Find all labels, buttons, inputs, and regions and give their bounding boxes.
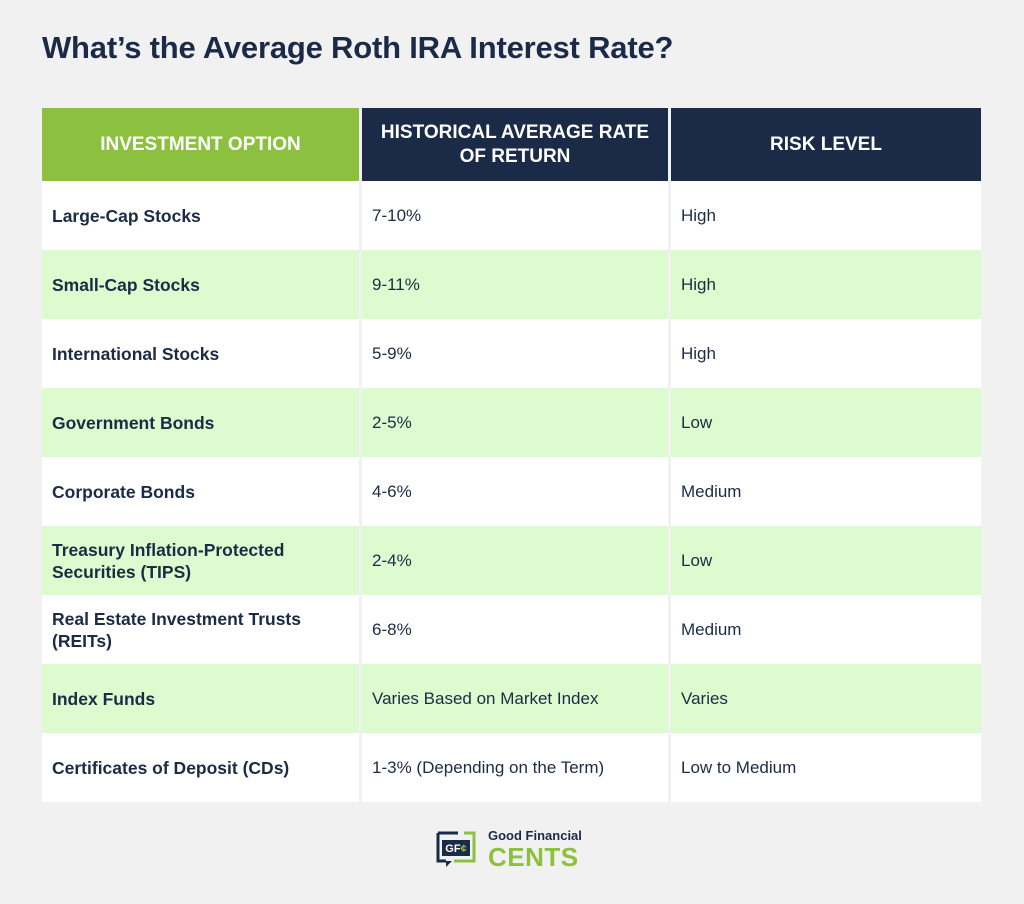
table-row: Treasury Inflation-Protected Securities … [42,526,981,595]
table-row: International Stocks 5-9% High [42,319,981,388]
cell-investment-option: Certificates of Deposit (CDs) [42,733,362,802]
gfc-logo-icon: GF¢ [436,831,476,867]
cell-return: 2-4% [362,526,671,595]
cell-risk: High [671,250,981,319]
cell-risk: Medium [671,457,981,526]
table-row: Corporate Bonds 4-6% Medium [42,457,981,526]
cell-return: 2-5% [362,388,671,457]
cell-risk: High [671,319,981,388]
table-row: Government Bonds 2-5% Low [42,388,981,457]
table-row: Index Funds Varies Based on Market Index… [42,664,981,733]
cell-risk: High [671,181,981,250]
cell-investment-option: International Stocks [42,319,362,388]
header-investment-option: INVESTMENT OPTION [42,108,362,181]
svg-text:GF¢: GF¢ [445,843,466,855]
page-title: What’s the Average Roth IRA Interest Rat… [42,30,674,65]
table-row: Real Estate Investment Trusts (REITs) 6-… [42,595,981,664]
cell-return: 1-3% (Depending on the Term) [362,733,671,802]
logo-text-main: CENTS [488,842,579,872]
logo-text-top: Good Financial [488,828,582,843]
cell-risk: Low to Medium [671,733,981,802]
good-financial-cents-logo: GF¢ Good Financial CENTS [436,826,596,876]
cell-investment-option: Corporate Bonds [42,457,362,526]
header-risk-level: RISK LEVEL [671,108,981,181]
cell-risk: Medium [671,595,981,664]
cell-return: 6-8% [362,595,671,664]
cell-risk: Low [671,526,981,595]
cell-investment-option: Treasury Inflation-Protected Securities … [42,526,362,595]
table-row: Small-Cap Stocks 9-11% High [42,250,981,319]
table-row: Large-Cap Stocks 7-10% High [42,181,981,250]
cell-risk: Varies [671,664,981,733]
cell-return: 4-6% [362,457,671,526]
roth-ira-rates-table: INVESTMENT OPTION HISTORICAL AVERAGE RAT… [42,108,981,802]
cell-return: 5-9% [362,319,671,388]
header-historical-return: HISTORICAL AVERAGE RATE OF RETURN [362,108,671,181]
cell-risk: Low [671,388,981,457]
roth-ira-table-container: INVESTMENT OPTION HISTORICAL AVERAGE RAT… [42,108,981,802]
cell-investment-option: Small-Cap Stocks [42,250,362,319]
cell-return: Varies Based on Market Index [362,664,671,733]
cell-investment-option: Real Estate Investment Trusts (REITs) [42,595,362,664]
cell-return: 9-11% [362,250,671,319]
cell-investment-option: Index Funds [42,664,362,733]
cell-return: 7-10% [362,181,671,250]
cell-investment-option: Large-Cap Stocks [42,181,362,250]
table-header-row: INVESTMENT OPTION HISTORICAL AVERAGE RAT… [42,108,981,181]
cell-investment-option: Government Bonds [42,388,362,457]
table-row: Certificates of Deposit (CDs) 1-3% (Depe… [42,733,981,802]
